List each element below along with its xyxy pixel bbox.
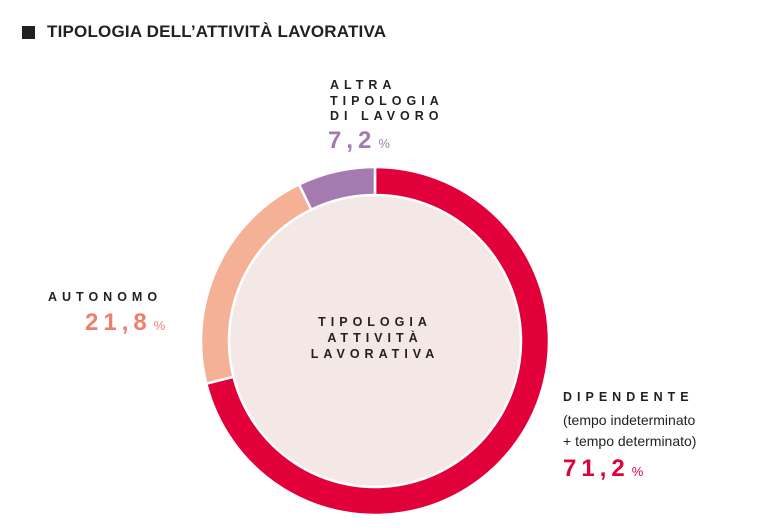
center-label-line: TIPOLOGIA [318, 315, 432, 329]
label-altra-tipologia: ALTRA TIPOLOGIA DI LAVORO [330, 78, 444, 125]
slice-dipendente [204, 165, 551, 517]
value-unit: % [153, 318, 166, 333]
donut-center-label: TIPOLOGIA ATTIVITÀ LAVORATIVA [275, 314, 475, 362]
note-line: (tempo indeterminato [563, 412, 696, 428]
donut-inner-disc [229, 195, 521, 487]
value-number: 21,8 [85, 309, 152, 336]
label-dipendente: DIPENDENTE [563, 390, 694, 406]
label-autonomo: AUTONOMO [48, 290, 162, 306]
label-line: DI LAVORO [330, 109, 444, 123]
value-autonomo: 21,8% [85, 309, 165, 337]
value-altra-tipologia: 7,2% [328, 127, 390, 155]
chart-title: TIPOLOGIA DELL’ATTIVITÀ LAVORATIVA [47, 22, 387, 41]
label-line: TIPOLOGIA [330, 93, 444, 108]
center-label-line: LAVORATIVA [310, 347, 440, 361]
value-unit: % [378, 136, 390, 151]
chart-title-row: TIPOLOGIA DELL’ATTIVITÀ LAVORATIVA [22, 22, 386, 42]
slice-altra-tipologia [297, 165, 377, 212]
label-line: AUTONOMO [48, 290, 163, 304]
note-line: + tempo determinato) [563, 433, 697, 449]
value-number: 71,2 [563, 455, 630, 482]
value-number: 7,2 [328, 127, 377, 154]
label-line: DIPENDENTE [563, 390, 694, 404]
value-unit: % [631, 464, 644, 479]
dipendente-note: (tempo indeterminato + tempo determinato… [563, 410, 696, 452]
center-label-line: ATTIVITÀ [327, 331, 423, 345]
title-square-icon [22, 25, 35, 39]
value-dipendente: 71,2% [563, 455, 643, 483]
label-line: ALTRA [330, 78, 397, 92]
